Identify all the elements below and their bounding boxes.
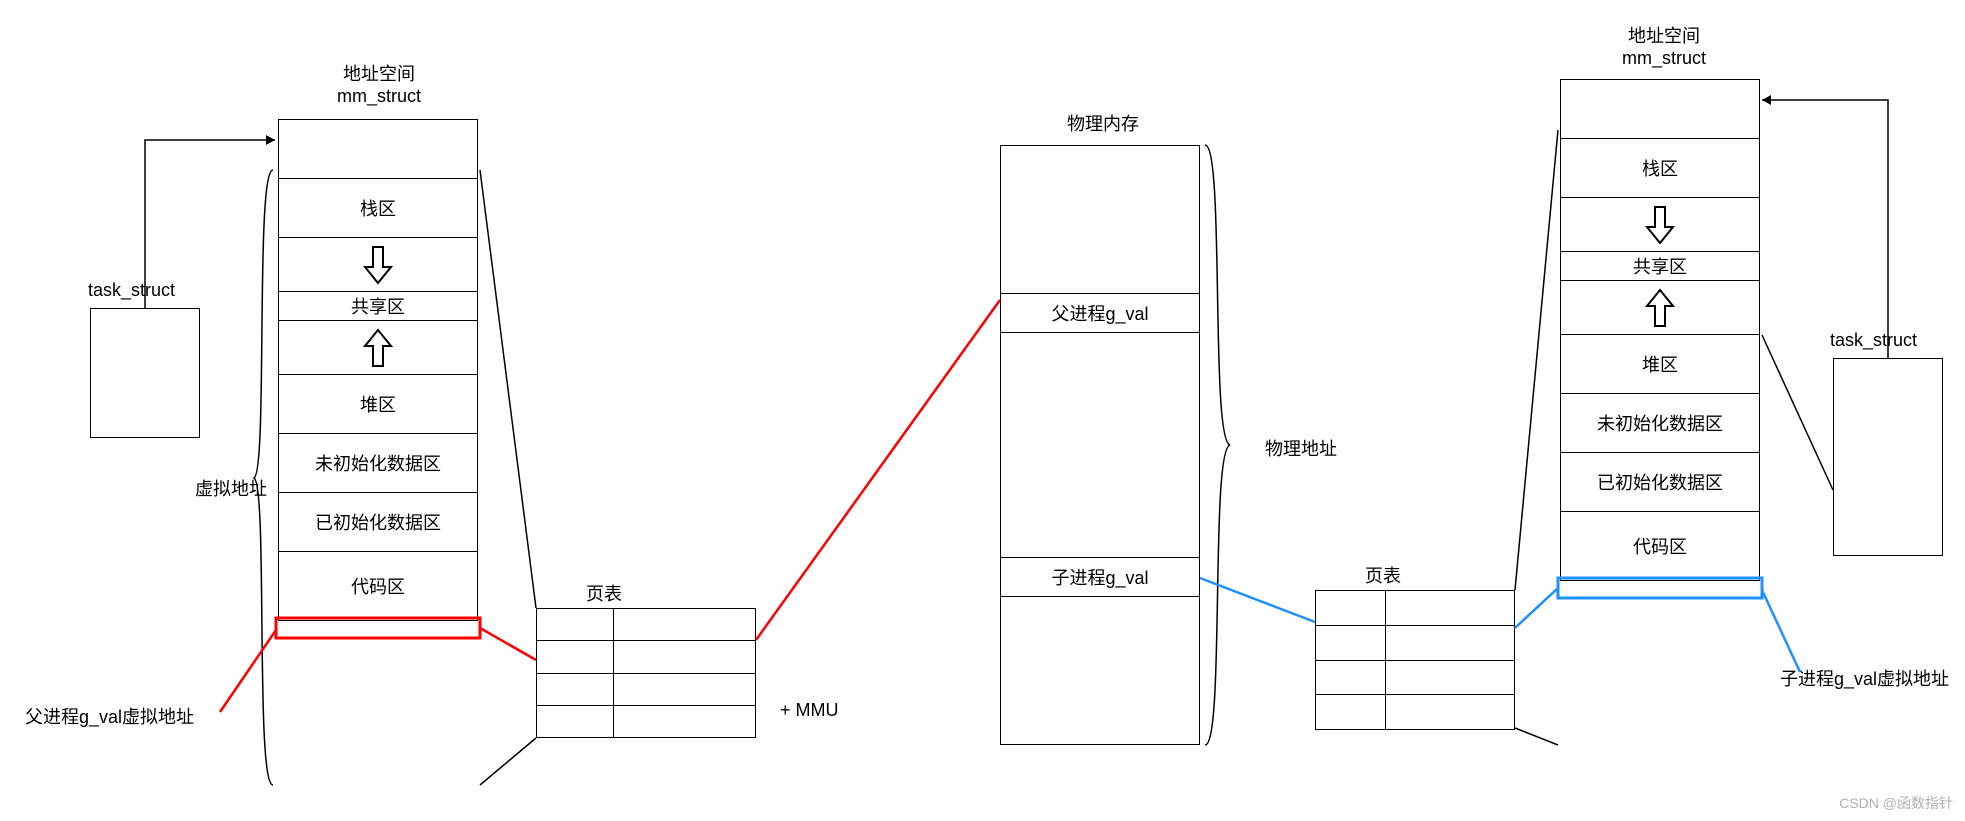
- arrow-up-icon: [363, 328, 393, 368]
- page-table-cell: [1316, 695, 1385, 729]
- mm-segment: 已初始化数据区: [1560, 452, 1760, 512]
- mm-segment: [278, 119, 478, 179]
- page-table-cell: [1316, 661, 1385, 695]
- mm-segment: 堆区: [1560, 334, 1760, 394]
- page-table-cell: [1385, 695, 1514, 729]
- mm-segment: [278, 320, 478, 375]
- physmem-child-gval: 子进程g_val: [1000, 557, 1200, 597]
- mm-segment: [1560, 280, 1760, 335]
- child-mm-struct: 栈区共享区堆区未初始化数据区已初始化数据区代码区: [1560, 80, 1760, 581]
- parent-task-struct-label: task_struct: [88, 280, 175, 301]
- page-table-cell: [537, 609, 613, 640]
- parent-page-table-label: 页表: [586, 580, 622, 606]
- page-table-cell: [613, 641, 755, 672]
- mm-segment: 共享区: [278, 291, 478, 321]
- arrow-up-icon: [1645, 288, 1675, 328]
- mm-segment: 已初始化数据区: [278, 492, 478, 552]
- mm-segment: 未初始化数据区: [1560, 393, 1760, 453]
- page-table-cell: [1385, 591, 1514, 625]
- page-table-cell: [613, 609, 755, 640]
- watermark: CSDN @函数指针: [1839, 793, 1953, 813]
- child-gval-label: 子进程g_val虚拟地址: [1780, 665, 1949, 691]
- page-table-cell: [613, 706, 755, 737]
- page-table-cell: [613, 674, 755, 705]
- page-table-cell: [1385, 626, 1514, 660]
- mm-segment: 代码区: [278, 551, 478, 621]
- mm-segment: 栈区: [1560, 138, 1760, 198]
- physmem-box: [1000, 145, 1200, 745]
- page-table-cell: [1316, 591, 1385, 625]
- page-table-cell: [537, 641, 613, 672]
- child-page-table-label: 页表: [1365, 562, 1401, 588]
- parent-virtual-addr-label: 虚拟地址: [195, 475, 267, 501]
- page-table-cell: [537, 674, 613, 705]
- child-mm-title: 地址空间 mm_struct: [1604, 22, 1724, 69]
- physmem-addr-label: 物理地址: [1265, 435, 1337, 461]
- physmem-title: 物理内存: [1067, 110, 1139, 136]
- page-table-cell: [1316, 626, 1385, 660]
- physmem-parent-gval: 父进程g_val: [1000, 293, 1200, 333]
- mm-segment: 未初始化数据区: [278, 433, 478, 493]
- mm-segment: [1560, 197, 1760, 252]
- mm-segment: 堆区: [278, 374, 478, 434]
- arrow-down-icon: [363, 245, 393, 285]
- mm-segment: [278, 237, 478, 292]
- parent-page-table: [536, 608, 756, 738]
- parent-task-struct-box: [90, 308, 200, 438]
- parent-mm-struct: 栈区共享区堆区未初始化数据区已初始化数据区代码区: [278, 120, 478, 621]
- mm-segment: 代码区: [1560, 511, 1760, 581]
- child-page-table: [1315, 590, 1515, 730]
- parent-mmu-label: + MMU: [780, 700, 839, 721]
- parent-gval-label: 父进程g_val虚拟地址: [25, 703, 194, 729]
- mm-segment: 共享区: [1560, 251, 1760, 281]
- child-task-struct-box: [1833, 358, 1943, 556]
- mm-segment: [1560, 79, 1760, 139]
- arrow-down-icon: [1645, 205, 1675, 245]
- parent-mm-title: 地址空间 mm_struct: [319, 60, 439, 107]
- child-task-struct-label: task_struct: [1830, 330, 1917, 351]
- mm-segment: 栈区: [278, 178, 478, 238]
- page-table-cell: [1385, 661, 1514, 695]
- page-table-cell: [537, 706, 613, 737]
